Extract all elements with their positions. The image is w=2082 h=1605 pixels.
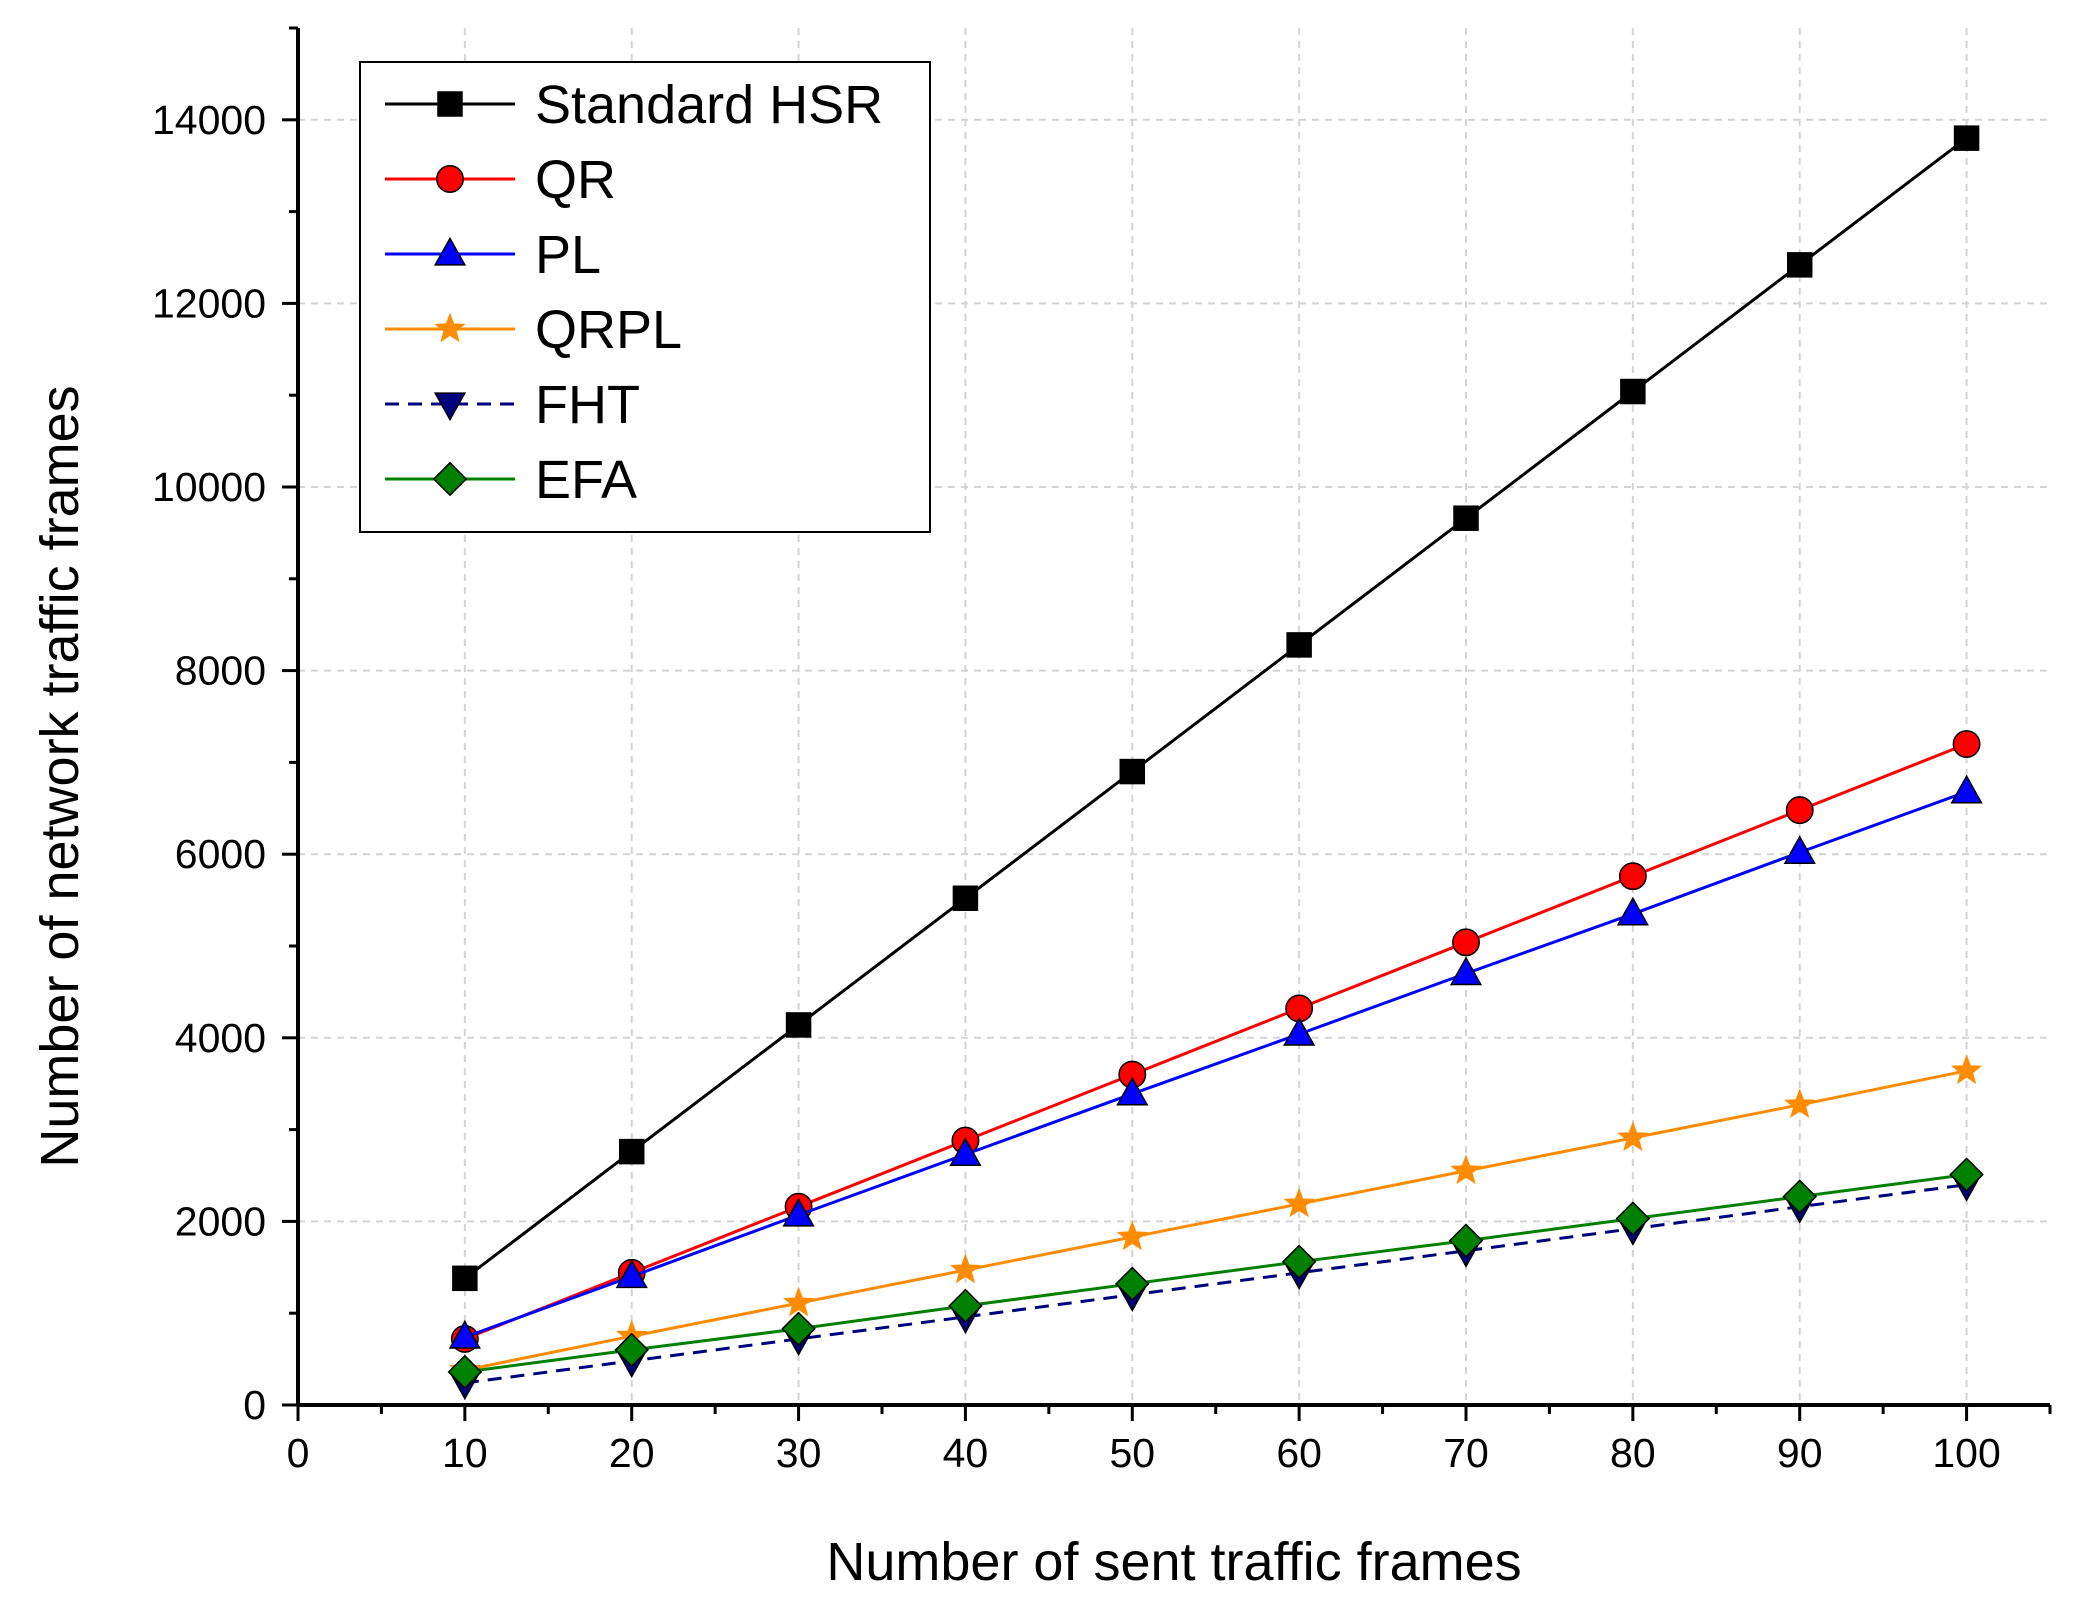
- data-point-standard-hsr: [1286, 632, 1312, 658]
- x-axis-ticks: 0 10 20 30 40 50 60 70 80 90 100: [287, 1405, 2052, 1476]
- data-point-qrpl: [1617, 1121, 1649, 1152]
- data-point-pl: [1283, 1016, 1316, 1046]
- data-point-efa: [1615, 1201, 1651, 1236]
- legend-label: FHT: [535, 375, 640, 435]
- data-point-pl: [1449, 956, 1483, 986]
- data-point-qrpl: [1784, 1088, 1816, 1119]
- x-tick-label: 80: [1610, 1430, 1656, 1476]
- x-tick-label: 10: [442, 1430, 488, 1476]
- data-point-efa: [447, 1354, 483, 1390]
- legend-label: QRPL: [535, 300, 682, 360]
- y-tick-label: 2000: [175, 1198, 266, 1244]
- series-line-pl: [464, 790, 1968, 1339]
- series-pl: [448, 774, 1983, 1349]
- x-tick-label: 30: [776, 1430, 822, 1476]
- data-point-qrpl: [1283, 1187, 1315, 1218]
- x-axis-title: Number of sent traffic frames: [826, 1532, 1521, 1592]
- legend-marker: [436, 165, 464, 193]
- series-line-standard-hsr: [463, 137, 1968, 1280]
- y-tick-label: 10000: [152, 464, 266, 510]
- series-line-qrpl: [464, 1069, 1967, 1372]
- data-point-standard-hsr: [452, 1265, 478, 1292]
- series-line-efa: [464, 1173, 1967, 1374]
- data-point-standard-hsr: [1620, 378, 1646, 405]
- data-point-pl: [1950, 774, 1983, 804]
- legend-label: Standard HSR: [535, 75, 883, 135]
- y-tick-label: 0: [243, 1382, 266, 1428]
- plot-series: [447, 125, 1984, 1401]
- data-point-standard-hsr: [618, 1138, 645, 1165]
- data-point-pl: [1116, 1076, 1149, 1106]
- legend-label: PL: [535, 225, 601, 285]
- legend-item-pl: PL: [385, 225, 601, 285]
- x-tick-label: 70: [1443, 1430, 1489, 1476]
- data-point-efa: [1448, 1223, 1484, 1258]
- data-point-efa: [1949, 1157, 1984, 1192]
- data-point-standard-hsr: [1119, 758, 1146, 785]
- legend-marker: [437, 91, 463, 117]
- data-point-pl: [949, 1137, 982, 1167]
- data-point-standard-hsr: [952, 885, 979, 912]
- y-tick-label: 6000: [175, 831, 266, 877]
- legend-marker: [433, 392, 467, 422]
- data-point-qrpl: [1950, 1054, 1983, 1085]
- data-point-qrpl: [1450, 1154, 1482, 1185]
- axes: [296, 28, 2050, 1407]
- y-axis-title: Number of network traffic frames: [30, 385, 90, 1167]
- data-point-efa: [1115, 1266, 1150, 1302]
- legend-item-fht: FHT: [385, 375, 640, 435]
- data-point-qr: [1452, 928, 1480, 957]
- x-tick-label: 20: [609, 1430, 655, 1476]
- data-point-efa: [1281, 1244, 1317, 1280]
- series-line-qr: [464, 742, 1968, 1341]
- y-tick-label: 4000: [175, 1015, 266, 1061]
- x-tick-label: 100: [1932, 1430, 2000, 1476]
- data-point-pl: [782, 1197, 815, 1227]
- x-tick-label: 90: [1777, 1430, 1823, 1476]
- data-point-qrpl: [1116, 1220, 1148, 1251]
- series-qrpl: [449, 1054, 1983, 1384]
- legend-item-qr: QR: [385, 150, 616, 210]
- y-tick-label: 12000: [152, 280, 266, 326]
- series-line-fht: [464, 1183, 1967, 1385]
- data-point-pl: [448, 1319, 481, 1349]
- data-point-standard-hsr: [1453, 505, 1479, 531]
- data-point-standard-hsr: [1786, 252, 1813, 278]
- x-tick-label: 50: [1109, 1430, 1155, 1476]
- data-point-pl: [1616, 896, 1649, 926]
- legend-item-qrpl: QRPL: [385, 300, 682, 360]
- legend-marker: [432, 461, 468, 497]
- data-point-efa: [1782, 1179, 1817, 1214]
- series-fht: [448, 1173, 1983, 1401]
- data-point-efa: [948, 1288, 983, 1324]
- y-tick-label: 14000: [152, 97, 266, 143]
- y-axis-ticks: 0 2000 4000 6000 8000 10000 12000 14000: [152, 26, 298, 1428]
- series-standard-hsr: [452, 125, 1980, 1292]
- legend-marker: [434, 312, 466, 343]
- data-point-efa: [614, 1332, 649, 1368]
- data-point-standard-hsr: [1953, 125, 1980, 151]
- x-tick-label: 0: [287, 1430, 310, 1476]
- legend-label: EFA: [535, 450, 637, 510]
- legend-item-standard-hsr: Standard HSR: [385, 75, 883, 135]
- y-tick-label: 8000: [175, 648, 266, 694]
- data-point-qrpl: [782, 1286, 815, 1317]
- series-efa: [447, 1157, 1984, 1390]
- data-point-qr: [1952, 730, 1981, 758]
- data-point-efa: [781, 1311, 816, 1347]
- x-tick-label: 60: [1276, 1430, 1322, 1476]
- legend-label: QR: [535, 150, 616, 210]
- legend-item-efa: EFA: [385, 450, 637, 510]
- data-point-pl: [1783, 835, 1816, 865]
- legend-marker: [433, 236, 467, 266]
- data-point-qrpl: [949, 1253, 982, 1284]
- data-point-qr: [1618, 862, 1647, 891]
- legend-box: [359, 61, 931, 533]
- data-point-pl: [615, 1259, 648, 1289]
- data-point-standard-hsr: [785, 1012, 812, 1038]
- x-tick-label: 40: [943, 1430, 989, 1476]
- data-point-qr: [1785, 796, 1814, 825]
